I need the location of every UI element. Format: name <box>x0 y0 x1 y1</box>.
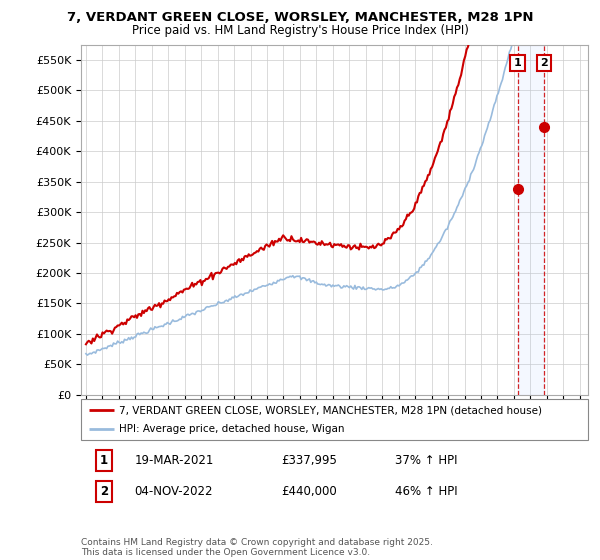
Text: £440,000: £440,000 <box>281 486 337 498</box>
Text: 19-MAR-2021: 19-MAR-2021 <box>134 454 214 467</box>
Text: 7, VERDANT GREEN CLOSE, WORSLEY, MANCHESTER, M28 1PN (detached house): 7, VERDANT GREEN CLOSE, WORSLEY, MANCHES… <box>119 405 542 415</box>
Text: 7, VERDANT GREEN CLOSE, WORSLEY, MANCHESTER, M28 1PN: 7, VERDANT GREEN CLOSE, WORSLEY, MANCHES… <box>67 11 533 24</box>
Text: Contains HM Land Registry data © Crown copyright and database right 2025.
This d: Contains HM Land Registry data © Crown c… <box>81 538 433 557</box>
Text: 04-NOV-2022: 04-NOV-2022 <box>134 486 213 498</box>
Text: 46% ↑ HPI: 46% ↑ HPI <box>395 486 458 498</box>
FancyBboxPatch shape <box>81 399 588 440</box>
Text: 1: 1 <box>100 454 108 467</box>
Text: 1: 1 <box>514 58 521 68</box>
Text: Price paid vs. HM Land Registry's House Price Index (HPI): Price paid vs. HM Land Registry's House … <box>131 24 469 36</box>
Text: 37% ↑ HPI: 37% ↑ HPI <box>395 454 458 467</box>
Bar <box>518 45 544 395</box>
Text: HPI: Average price, detached house, Wigan: HPI: Average price, detached house, Wiga… <box>119 424 344 433</box>
Text: 2: 2 <box>541 58 548 68</box>
Text: £337,995: £337,995 <box>281 454 337 467</box>
Text: 2: 2 <box>100 486 108 498</box>
